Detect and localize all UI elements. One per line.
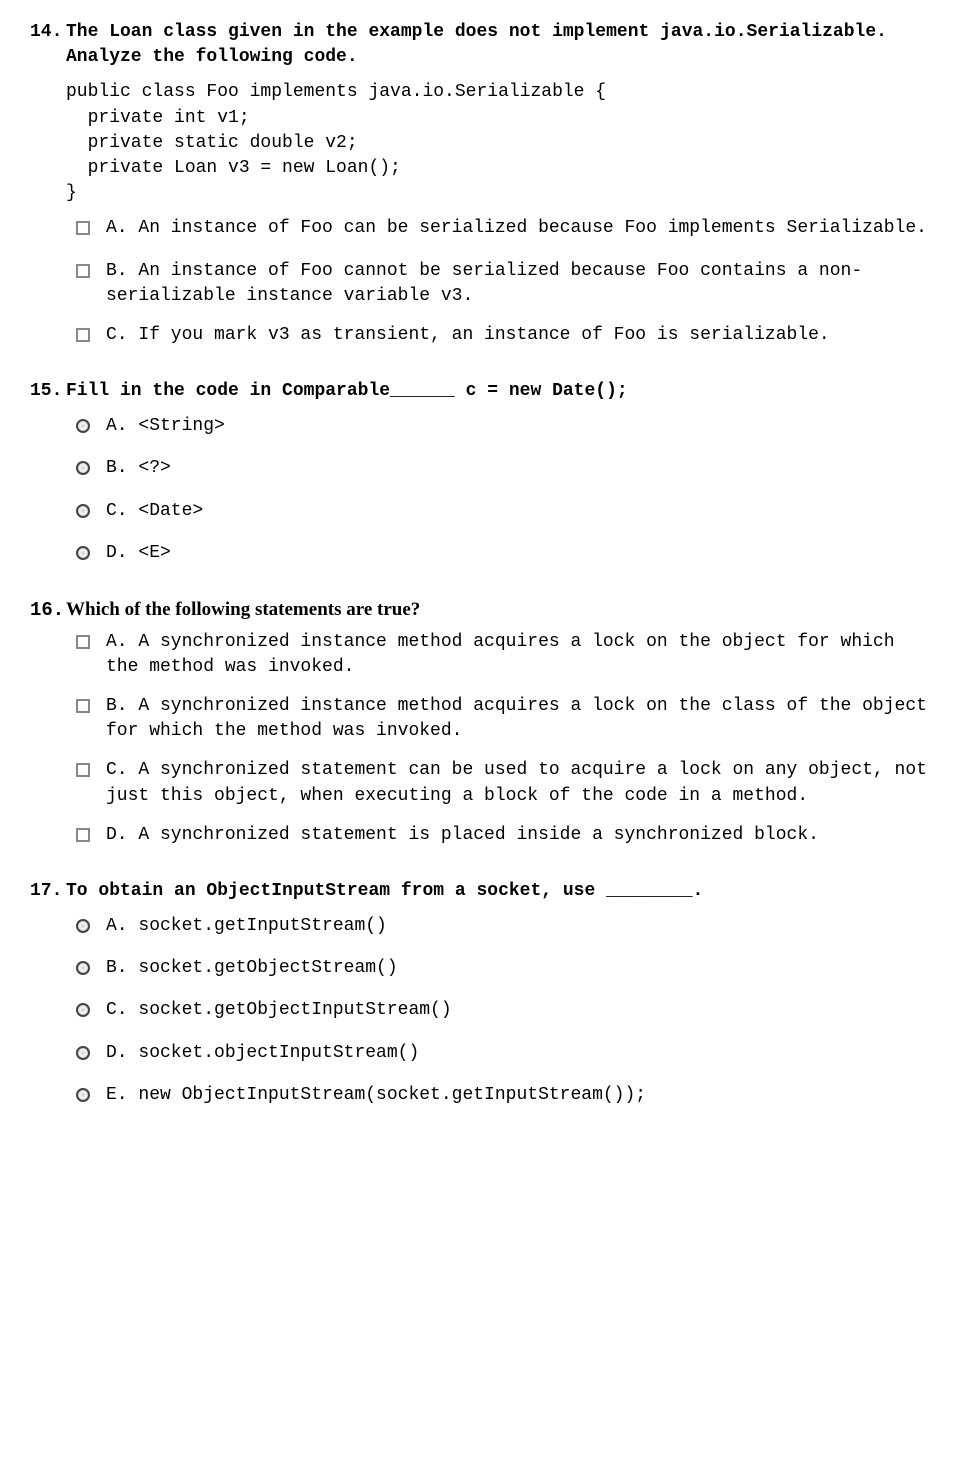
q17-option-b-label: B. socket.getObjectStream() xyxy=(106,956,930,981)
q15-header: 15.Fill in the code in Comparable______ … xyxy=(30,379,930,404)
q15-option-a: A. <String> xyxy=(76,414,930,442)
q14-header: 14.The Loan class given in the example d… xyxy=(30,20,930,70)
q16-option-c: C. A synchronized statement can be used … xyxy=(76,758,930,808)
q14-code: public class Foo implements java.io.Seri… xyxy=(66,80,930,206)
question-16: 16.Which of the following statements are… xyxy=(30,597,930,851)
q17-option-e: E. new ObjectInputStream(socket.getInput… xyxy=(76,1083,930,1111)
q17-title: To obtain an ObjectInputStream from a so… xyxy=(66,879,926,904)
q15-number: 15. xyxy=(30,379,66,404)
radio-icon[interactable] xyxy=(76,1044,90,1069)
q16-header: 16.Which of the following statements are… xyxy=(30,597,930,624)
q16-title: Which of the following statements are tr… xyxy=(66,597,926,624)
question-15: 15.Fill in the code in Comparable______ … xyxy=(30,379,930,569)
q17-header: 17.To obtain an ObjectInputStream from a… xyxy=(30,879,930,904)
q15-option-b-label: B. <?> xyxy=(106,456,930,481)
q17-option-a-label: A. socket.getInputStream() xyxy=(106,914,930,939)
checkbox-icon[interactable] xyxy=(76,826,90,851)
q16-option-d: D. A synchronized statement is placed in… xyxy=(76,823,930,851)
checkbox-icon[interactable] xyxy=(76,761,90,786)
question-14: 14.The Loan class given in the example d… xyxy=(30,20,930,351)
q16-option-a: A. A synchronized instance method acquir… xyxy=(76,630,930,680)
q16-options: A. A synchronized instance method acquir… xyxy=(76,630,930,851)
q17-options: A. socket.getInputStream() B. socket.get… xyxy=(76,914,930,1111)
q15-options: A. <String> B. <?> C. <Date> D. <E> xyxy=(76,414,930,569)
q15-option-a-label: A. <String> xyxy=(106,414,930,439)
q16-option-a-label: A. A synchronized instance method acquir… xyxy=(106,630,930,680)
q16-option-d-label: D. A synchronized statement is placed in… xyxy=(106,823,930,848)
q15-option-c-label: C. <Date> xyxy=(106,499,930,524)
q14-option-a: A. An instance of Foo can be serialized … xyxy=(76,216,930,244)
q17-option-c: C. socket.getObjectInputStream() xyxy=(76,998,930,1026)
q16-option-b: B. A synchronized instance method acquir… xyxy=(76,694,930,744)
checkbox-icon[interactable] xyxy=(76,326,90,351)
q14-number: 14. xyxy=(30,20,66,45)
q17-option-d: D. socket.objectInputStream() xyxy=(76,1041,930,1069)
radio-icon[interactable] xyxy=(76,459,90,484)
q15-option-b: B. <?> xyxy=(76,456,930,484)
checkbox-icon[interactable] xyxy=(76,697,90,722)
q15-option-c: C. <Date> xyxy=(76,499,930,527)
q16-number: 16. xyxy=(30,597,66,624)
q14-option-b: B. An instance of Foo cannot be serializ… xyxy=(76,259,930,309)
q14-option-b-label: B. An instance of Foo cannot be serializ… xyxy=(106,259,930,309)
q17-number: 17. xyxy=(30,879,66,904)
radio-icon[interactable] xyxy=(76,959,90,984)
q14-option-c: C. If you mark v3 as transient, an insta… xyxy=(76,323,930,351)
q15-option-d-label: D. <E> xyxy=(106,541,930,566)
radio-icon[interactable] xyxy=(76,1086,90,1111)
q15-title: Fill in the code in Comparable______ c =… xyxy=(66,379,926,404)
checkbox-icon[interactable] xyxy=(76,633,90,658)
q14-option-a-label: A. An instance of Foo can be serialized … xyxy=(106,216,930,241)
question-17: 17.To obtain an ObjectInputStream from a… xyxy=(30,879,930,1111)
radio-icon[interactable] xyxy=(76,917,90,942)
q16-option-c-label: C. A synchronized statement can be used … xyxy=(106,758,930,808)
radio-icon[interactable] xyxy=(76,544,90,569)
checkbox-icon[interactable] xyxy=(76,262,90,287)
q14-options: A. An instance of Foo can be serialized … xyxy=(76,216,930,351)
q17-option-c-label: C. socket.getObjectInputStream() xyxy=(106,998,930,1023)
q17-option-e-label: E. new ObjectInputStream(socket.getInput… xyxy=(106,1083,930,1108)
q17-option-d-label: D. socket.objectInputStream() xyxy=(106,1041,930,1066)
radio-icon[interactable] xyxy=(76,1001,90,1026)
q17-option-a: A. socket.getInputStream() xyxy=(76,914,930,942)
radio-icon[interactable] xyxy=(76,502,90,527)
radio-icon[interactable] xyxy=(76,417,90,442)
checkbox-icon[interactable] xyxy=(76,219,90,244)
q17-option-b: B. socket.getObjectStream() xyxy=(76,956,930,984)
q14-option-c-label: C. If you mark v3 as transient, an insta… xyxy=(106,323,930,348)
q15-option-d: D. <E> xyxy=(76,541,930,569)
q16-option-b-label: B. A synchronized instance method acquir… xyxy=(106,694,930,744)
q14-title: The Loan class given in the example does… xyxy=(66,20,926,70)
